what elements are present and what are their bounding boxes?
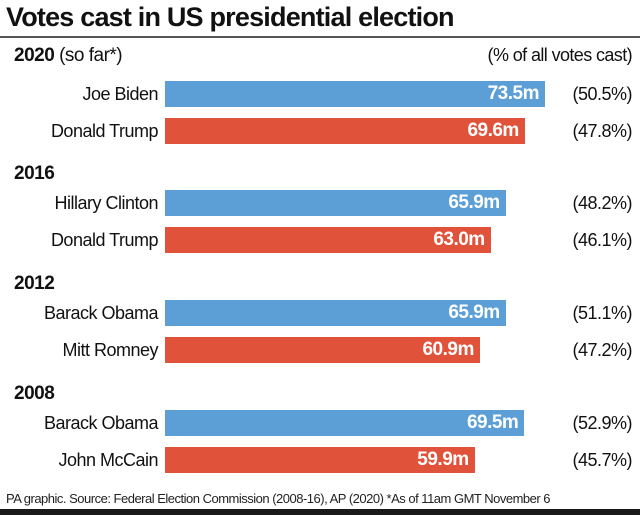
year-label: 2008 xyxy=(14,383,55,404)
bar-2020-republican: 69.6m xyxy=(165,118,525,144)
percent-label: (48.2%) xyxy=(572,193,632,213)
candidate-name: Hillary Clinton xyxy=(54,193,158,213)
group-year-2016: 2016 xyxy=(14,163,55,185)
percent-label: (47.2%) xyxy=(572,340,632,360)
bar-2012-republican: 60.9m xyxy=(165,337,480,363)
candidate-name: Donald Trump xyxy=(50,121,159,141)
percent-header: (% of all votes cast) xyxy=(487,45,633,65)
bar-value-label: 73.5m xyxy=(487,83,540,104)
bar-2008-democrat: 69.5m xyxy=(165,410,525,436)
year-label: 2020 xyxy=(14,45,55,66)
candidate-name: John McCain xyxy=(58,450,158,470)
footer-source: PA graphic. Source: Federal Election Com… xyxy=(6,491,551,506)
bar-2016-democrat: 65.9m xyxy=(165,190,506,216)
candidate-name: Donald Trump xyxy=(50,230,159,250)
bar-2012-democrat: 65.9m xyxy=(165,300,506,326)
percent-label: (46.1%) xyxy=(572,230,632,250)
year-note: (so far*) xyxy=(59,45,123,66)
candidate-name: Barack Obama xyxy=(43,413,159,433)
bar-value-label: 69.5m xyxy=(466,412,519,433)
year-label: 2016 xyxy=(14,163,55,184)
candidate-name: Mitt Romney xyxy=(62,340,158,360)
year-label: 2012 xyxy=(14,273,55,294)
group-year-2020: 2020 (so far*) xyxy=(14,45,123,67)
bar-value-label: 59.9m xyxy=(417,449,469,470)
percent-label: (52.9%) xyxy=(572,413,632,433)
percent-label: (50.5%) xyxy=(572,84,632,104)
percent-label: (47.8%) xyxy=(572,121,632,141)
bar-value-label: 60.9m xyxy=(422,339,474,360)
bar-value-label: 65.9m xyxy=(448,192,500,213)
bar-value-label: 69.6m xyxy=(467,120,519,141)
bar-value-label: 63.0m xyxy=(433,229,485,250)
bar-2020-democrat: 73.5m xyxy=(165,81,545,107)
bar-2016-republican: 63.0m xyxy=(165,227,491,253)
bottom-strip xyxy=(0,509,640,515)
candidate-name: Barack Obama xyxy=(43,303,159,323)
percent-label: (51.1%) xyxy=(572,303,632,323)
group-year-2012: 2012 xyxy=(14,273,55,295)
candidate-name: Joe Biden xyxy=(82,84,158,104)
title-divider xyxy=(0,36,640,38)
bar-2008-republican: 59.9m xyxy=(165,447,475,473)
percent-label: (45.7%) xyxy=(572,450,632,470)
bar-value-label: 65.9m xyxy=(448,302,500,323)
group-year-2008: 2008 xyxy=(14,383,55,405)
chart-title: Votes cast in US presidential election xyxy=(6,2,455,32)
